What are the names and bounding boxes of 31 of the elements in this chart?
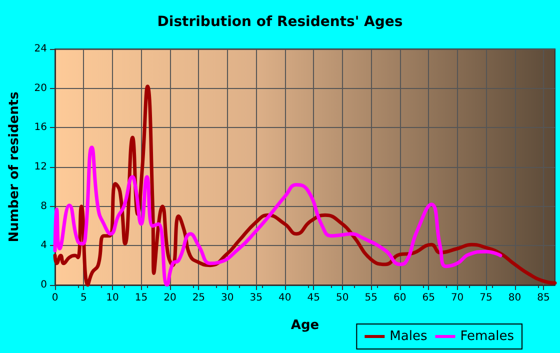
legend-label: Females [460, 329, 514, 344]
x-tick-label: 5 [80, 292, 87, 304]
y-tick-label: 24 [34, 44, 47, 54]
chart-title: Distribution of Residents' Ages [157, 14, 403, 30]
y-tick-label: 0 [40, 280, 47, 290]
x-tick-label: 10 [106, 292, 119, 304]
y-tick-label: 8 [40, 200, 47, 212]
y-tick-label: 16 [34, 122, 47, 134]
x-tick-label: 50 [336, 292, 349, 304]
x-tick-label: 25 [192, 292, 206, 304]
x-tick-label: 70 [450, 292, 464, 304]
y-tick-label: 12 [34, 162, 47, 172]
line-series [53, 146, 502, 287]
y-tick-label: 4 [40, 240, 47, 252]
x-tick-label: 65 [422, 292, 435, 304]
y-axis-title: Number of residents [7, 91, 22, 242]
x-tick-label: 55 [364, 292, 378, 304]
x-tick-label: 15 [134, 292, 148, 304]
x-tick-label: 45 [307, 292, 320, 304]
legend-label: Males [390, 329, 428, 344]
x-tick-label: 85 [537, 292, 550, 304]
x-tick-label: 30 [221, 292, 234, 304]
x-tick-label: 20 [164, 292, 176, 304]
x-tick-label: 80 [508, 292, 522, 304]
x-tick-label: 0 [52, 292, 58, 304]
y-tick-label: 20 [34, 82, 47, 94]
x-tick-label: 60 [393, 292, 406, 304]
x-tick-label: 75 [480, 292, 492, 304]
x-tick-label: 35 [250, 292, 263, 304]
x-axis-title: Age [290, 318, 320, 333]
x-tick-label: 40 [278, 292, 292, 304]
